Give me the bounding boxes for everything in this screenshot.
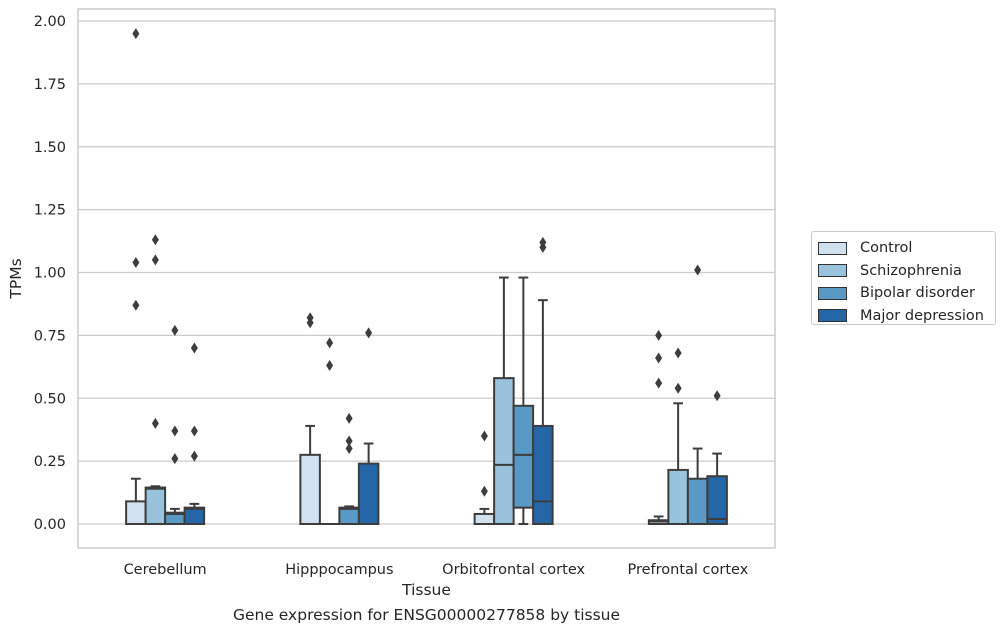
- outlier-point: [674, 382, 682, 394]
- outlier-point: [326, 337, 334, 349]
- outlier-point: [345, 412, 353, 424]
- box-bipolar-disorder: [686, 477, 709, 526]
- legend-label: Bipolar disorder: [860, 285, 975, 302]
- box-major-depression: [357, 462, 380, 526]
- box-control: [473, 512, 496, 526]
- outlier-point: [171, 425, 179, 437]
- outlier-point: [132, 256, 140, 268]
- box-control: [125, 500, 147, 525]
- legend-item: Bipolar disorder: [818, 282, 995, 305]
- x-axis-label: Tissue: [401, 581, 451, 599]
- outlier-point: [151, 234, 159, 246]
- plot-frame: [77, 8, 776, 549]
- y-tick-label: 0.50: [34, 391, 66, 407]
- outlier-point: [345, 435, 353, 447]
- box-control: [299, 453, 321, 525]
- y-tick-label: 1.50: [34, 140, 66, 156]
- outlier-point: [151, 417, 159, 429]
- box-major-depression: [706, 475, 728, 525]
- outlier-point: [655, 329, 663, 341]
- outlier-point: [132, 28, 140, 40]
- box-bipolar-disorder: [338, 506, 360, 525]
- y-tick-label: 0.00: [34, 517, 66, 533]
- outlier-point: [713, 390, 721, 402]
- outlier-point: [132, 299, 140, 311]
- outlier-point: [655, 352, 663, 364]
- outlier-point: [539, 236, 547, 248]
- x-tick-label: Orbitofrontal cortex: [442, 562, 585, 578]
- y-tick-label: 1.00: [34, 266, 66, 282]
- outlier-point: [326, 360, 334, 372]
- box-major-depression: [532, 424, 554, 526]
- outlier-point: [171, 324, 179, 336]
- box-schizophrenia: [667, 468, 689, 525]
- y-tick-label: 2.00: [34, 14, 66, 30]
- outlier-point: [151, 254, 159, 266]
- legend-swatch: [818, 241, 847, 255]
- y-tick-label: 0.25: [34, 454, 66, 470]
- outlier-point: [655, 377, 663, 389]
- y-axis-label: TPMs: [7, 258, 25, 299]
- chart-caption: Gene expression for ENSG00000277858 by t…: [232, 606, 621, 624]
- y-tick-label: 1.25: [34, 203, 66, 219]
- outlier-point: [674, 347, 682, 359]
- legend-swatch: [818, 264, 847, 278]
- legend-swatch: [818, 286, 847, 300]
- box-bipolar-disorder: [512, 404, 535, 509]
- x-tick-label: Cerebellum: [124, 562, 207, 578]
- legend: Control Schizophrenia Bipolar disorder Majo…: [811, 231, 996, 325]
- box-schizophrenia: [144, 486, 167, 525]
- box-major-depression: [183, 506, 206, 525]
- legend-swatch: [818, 309, 847, 323]
- outlier-point: [480, 485, 488, 497]
- outlier-point: [480, 430, 488, 442]
- outlier-point: [190, 425, 198, 437]
- x-tick-label: Prefrontal cortex: [627, 562, 748, 578]
- outlier-point: [694, 264, 702, 276]
- legend-label: Control: [860, 240, 913, 257]
- y-tick-label: 1.75: [34, 77, 66, 93]
- legend-item: Major depression: [818, 305, 995, 328]
- box-schizophrenia: [493, 377, 515, 525]
- y-tick-label: 0.75: [34, 328, 66, 344]
- x-tick-label: Hipppocampus: [285, 562, 393, 578]
- outlier-point: [190, 342, 198, 354]
- legend-label: Schizophrenia: [860, 262, 962, 279]
- legend-label: Major depression: [860, 307, 984, 324]
- outlier-point: [190, 450, 198, 462]
- legend-item: Schizophrenia: [818, 260, 995, 283]
- outlier-point: [345, 443, 353, 455]
- outlier-point: [306, 312, 314, 324]
- outlier-point: [365, 327, 373, 339]
- legend-item: Control: [818, 237, 995, 260]
- outlier-point: [171, 453, 179, 465]
